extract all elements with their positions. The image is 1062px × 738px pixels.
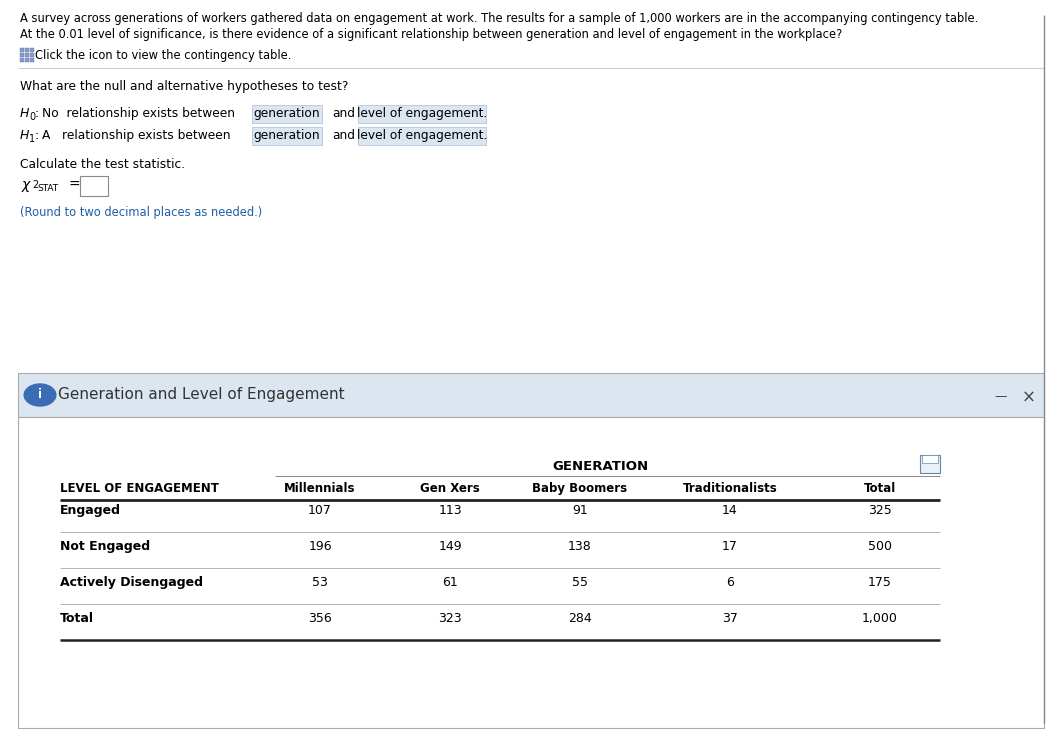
Text: :: : xyxy=(34,129,38,142)
Bar xyxy=(30,58,34,62)
Text: i: i xyxy=(38,388,42,401)
Text: Generation and Level of Engagement: Generation and Level of Engagement xyxy=(58,387,345,402)
Text: 107: 107 xyxy=(308,504,332,517)
Bar xyxy=(20,58,24,62)
Text: No  relationship exists between: No relationship exists between xyxy=(42,107,235,120)
Text: Millennials: Millennials xyxy=(285,482,356,495)
Text: Not Engaged: Not Engaged xyxy=(59,540,150,553)
Text: =: = xyxy=(68,178,80,192)
Text: χ: χ xyxy=(22,178,30,192)
Text: and: and xyxy=(332,129,355,142)
Text: 323: 323 xyxy=(439,612,462,625)
Text: Calculate the test statistic.: Calculate the test statistic. xyxy=(20,158,185,171)
Bar xyxy=(252,105,322,123)
Text: 37: 37 xyxy=(722,612,738,625)
Text: generation: generation xyxy=(254,107,321,120)
Text: What are the null and alternative hypotheses to test?: What are the null and alternative hypoth… xyxy=(20,80,348,93)
Text: 1,000: 1,000 xyxy=(862,612,898,625)
Text: 17: 17 xyxy=(722,540,738,553)
Bar xyxy=(30,48,34,52)
Text: Actively Disengaged: Actively Disengaged xyxy=(59,576,203,589)
Text: 55: 55 xyxy=(572,576,588,589)
Text: 175: 175 xyxy=(868,576,892,589)
Text: 6: 6 xyxy=(726,576,734,589)
Text: 14: 14 xyxy=(722,504,738,517)
Text: Engaged: Engaged xyxy=(59,504,121,517)
Bar xyxy=(920,455,940,473)
Text: 196: 196 xyxy=(308,540,331,553)
Text: 0: 0 xyxy=(29,112,35,122)
Text: 325: 325 xyxy=(868,504,892,517)
Circle shape xyxy=(24,384,56,406)
Text: 61: 61 xyxy=(442,576,458,589)
Bar xyxy=(25,53,29,57)
Bar xyxy=(25,58,29,62)
Bar xyxy=(20,48,24,52)
Bar xyxy=(358,105,486,123)
Bar xyxy=(922,455,938,463)
Bar xyxy=(358,127,486,145)
Text: 500: 500 xyxy=(868,540,892,553)
Text: Baby Boomers: Baby Boomers xyxy=(532,482,628,495)
Text: H: H xyxy=(20,107,30,120)
Text: and: and xyxy=(332,107,355,120)
Text: ×: × xyxy=(1022,389,1035,407)
Text: —: — xyxy=(994,390,1007,403)
Bar xyxy=(20,53,24,57)
Bar xyxy=(30,53,34,57)
Text: 91: 91 xyxy=(572,504,588,517)
Text: At the 0.01 level of significance, is there evidence of a significant relationsh: At the 0.01 level of significance, is th… xyxy=(20,28,842,41)
Text: Gen Xers: Gen Xers xyxy=(421,482,480,495)
Text: 113: 113 xyxy=(439,504,462,517)
Text: STAT: STAT xyxy=(37,184,58,193)
Text: 356: 356 xyxy=(308,612,331,625)
Text: level of engagement.: level of engagement. xyxy=(357,129,487,142)
Bar xyxy=(18,373,1044,417)
Text: 2: 2 xyxy=(32,180,38,190)
Text: 53: 53 xyxy=(312,576,328,589)
Bar xyxy=(25,48,29,52)
Text: A   relationship exists between: A relationship exists between xyxy=(42,129,230,142)
Text: :: : xyxy=(34,107,38,120)
Text: LEVEL OF ENGAGEMENT: LEVEL OF ENGAGEMENT xyxy=(59,482,219,495)
Text: generation: generation xyxy=(254,129,321,142)
Bar xyxy=(80,176,108,196)
Bar xyxy=(252,127,322,145)
Bar xyxy=(18,417,1044,728)
Text: Total: Total xyxy=(863,482,896,495)
Text: 138: 138 xyxy=(568,540,592,553)
Text: GENERATION: GENERATION xyxy=(552,460,648,473)
Text: Total: Total xyxy=(59,612,95,625)
Text: H: H xyxy=(20,129,30,142)
Text: (Round to two decimal places as needed.): (Round to two decimal places as needed.) xyxy=(20,206,262,219)
Text: 284: 284 xyxy=(568,612,592,625)
Text: Traditionalists: Traditionalists xyxy=(683,482,777,495)
Text: level of engagement.: level of engagement. xyxy=(357,107,487,120)
Text: A survey across generations of workers gathered data on engagement at work. The : A survey across generations of workers g… xyxy=(20,12,978,25)
Text: 149: 149 xyxy=(439,540,462,553)
Text: 1: 1 xyxy=(29,134,35,144)
Text: Click the icon to view the contingency table.: Click the icon to view the contingency t… xyxy=(35,49,291,62)
